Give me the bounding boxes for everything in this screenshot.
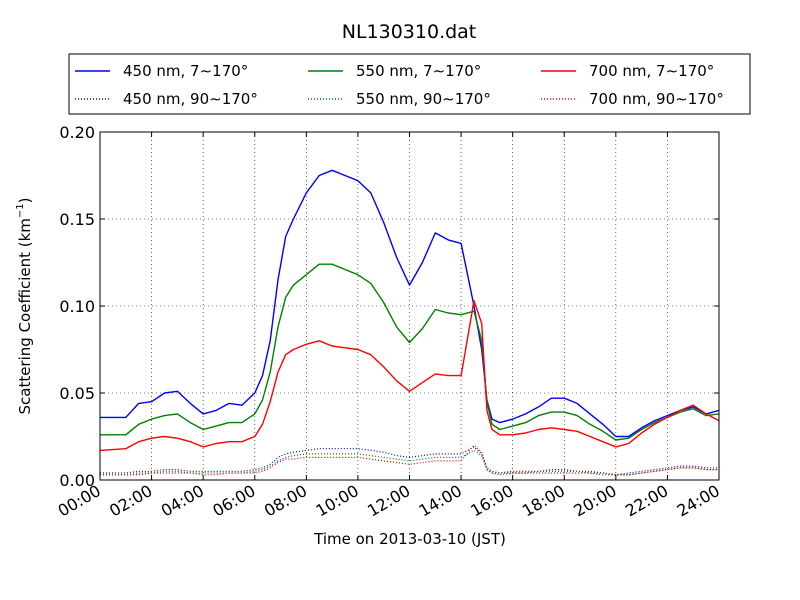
y-tick-label: 0.20 bbox=[59, 123, 95, 142]
legend-label: 550 nm, 90∼170° bbox=[356, 90, 491, 108]
series-line-2 bbox=[100, 263, 720, 441]
x-tick-label: 04:00 bbox=[158, 481, 207, 521]
y-tick-labels: 0.00 0.05 0.10 0.15 0.20 bbox=[59, 123, 95, 490]
y-axis-label-suffix: ) bbox=[16, 197, 34, 203]
series-group bbox=[99, 169, 720, 476]
legend-label: 700 nm, 90∼170° bbox=[589, 90, 724, 108]
ticks bbox=[99, 131, 720, 481]
x-tick-label: 12:00 bbox=[364, 481, 413, 521]
x-tick-label: 10:00 bbox=[312, 481, 361, 521]
x-axis-label: Time on 2013-03-10 (JST) bbox=[313, 530, 506, 548]
x-tick-label: 08:00 bbox=[261, 481, 310, 521]
x-tick-labels: 00:00 02:00 04:00 06:00 08:00 10:00 12:00 14:00… bbox=[55, 481, 723, 521]
y-axis-label-prefix: Scattering Coefficient (km bbox=[16, 218, 34, 414]
x-tick-label: 20:00 bbox=[570, 481, 619, 521]
y-axis-label-superscript: −1 bbox=[15, 203, 26, 218]
x-tick-label: 16:00 bbox=[467, 481, 516, 521]
legend-label: 700 nm, 7∼170° bbox=[589, 62, 714, 80]
legend-label: 450 nm, 7∼170° bbox=[123, 62, 248, 80]
series-line-1 bbox=[100, 169, 720, 438]
x-tick-label: 06:00 bbox=[209, 481, 258, 521]
y-tick-label: 0.00 bbox=[59, 471, 95, 490]
y-axis-label: Scattering Coefficient (km−1) bbox=[15, 197, 34, 414]
legend-label: 450 nm, 90∼170° bbox=[123, 90, 258, 108]
chart-title: NL130310.dat bbox=[342, 21, 477, 43]
plot-area bbox=[99, 131, 720, 481]
y-tick-label: 0.05 bbox=[59, 384, 95, 403]
x-tick-label: 02:00 bbox=[106, 481, 155, 521]
legend-frame bbox=[68, 53, 751, 115]
series-line-5 bbox=[100, 449, 719, 476]
x-tick-label: 18:00 bbox=[519, 481, 568, 521]
grid bbox=[100, 132, 719, 480]
y-tick-label: 0.15 bbox=[59, 210, 95, 229]
x-tick-label: 14:00 bbox=[416, 481, 465, 521]
x-tick-label: 24:00 bbox=[674, 481, 723, 521]
legend: 450 nm, 7∼170° 550 nm, 7∼170° 700 nm, 7∼17… bbox=[68, 53, 751, 115]
legend-label: 550 nm, 7∼170° bbox=[356, 62, 481, 80]
x-tick-label: 22:00 bbox=[622, 481, 671, 521]
series-line-3 bbox=[99, 300, 720, 452]
y-tick-label: 0.10 bbox=[59, 297, 95, 316]
